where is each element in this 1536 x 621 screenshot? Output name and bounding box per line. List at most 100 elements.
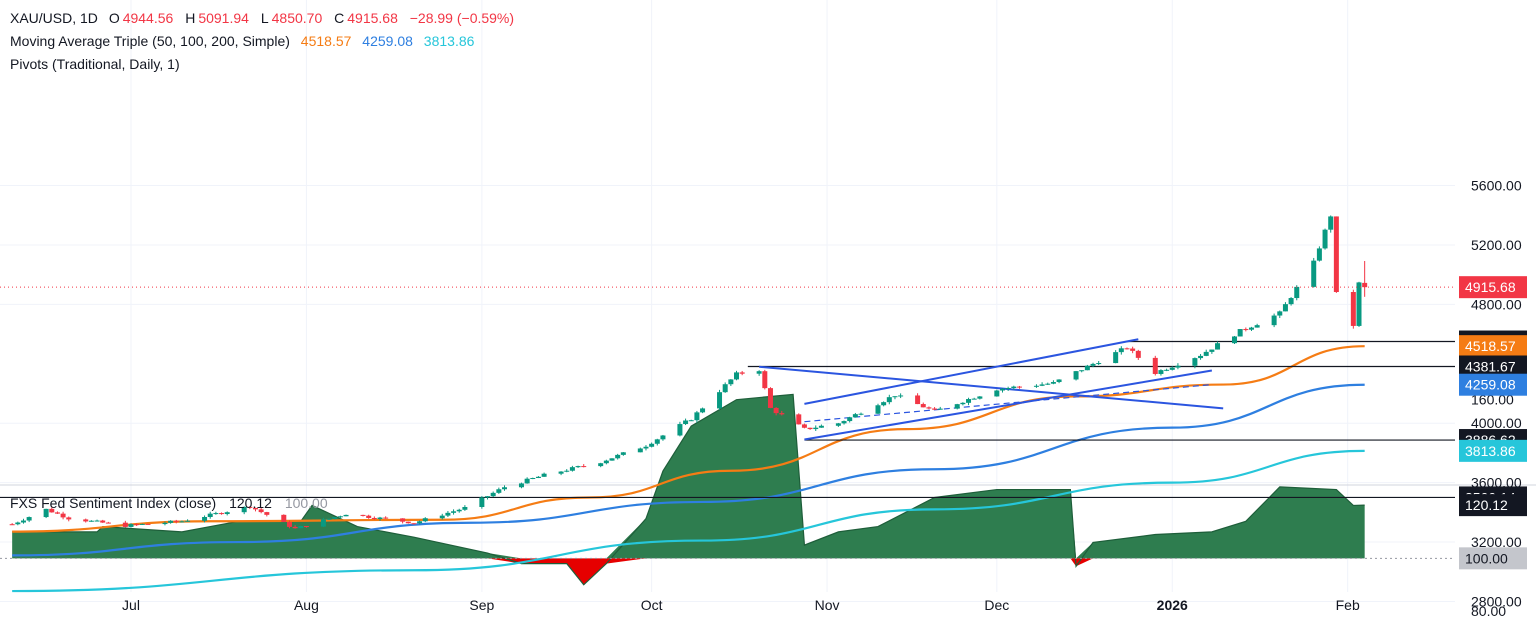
price-label-box xyxy=(1459,355,1527,378)
candle-body xyxy=(954,404,960,409)
candle-body xyxy=(298,526,304,529)
candle-body xyxy=(1113,352,1119,364)
candle-body xyxy=(677,424,683,436)
candle-body xyxy=(9,524,15,526)
candle-body xyxy=(892,396,898,398)
candle-body xyxy=(801,424,807,428)
candle-body xyxy=(569,467,575,471)
legend-symbol-row: XAU/USD, 1D O 4944.56 H 5091.94 L 4850.70 C… xyxy=(10,10,517,26)
candle-body xyxy=(835,423,841,426)
ma-line-ma50 xyxy=(12,345,1365,533)
candles xyxy=(9,215,1368,529)
candle-body xyxy=(1056,379,1062,383)
candle-body xyxy=(637,448,643,453)
price-label-text: 4381.67 xyxy=(1465,359,1516,375)
time-tick-label: Dec xyxy=(984,597,1009,613)
pivots-label: Pivots (Traditional, Daily, 1) xyxy=(10,56,180,72)
candle-body xyxy=(286,521,292,527)
sentiment-line xyxy=(12,393,1365,586)
price-tick-label: 4000.00 xyxy=(1471,415,1522,431)
open-label: O xyxy=(108,10,120,26)
ma-line-ma100 xyxy=(12,383,1365,557)
candle-body xyxy=(977,396,983,399)
candle-body xyxy=(813,427,819,430)
candle-body xyxy=(1237,329,1243,337)
candle-body xyxy=(162,522,168,525)
candle-body xyxy=(615,454,621,459)
trendline xyxy=(759,365,1224,410)
candle-body xyxy=(94,520,100,522)
candle-body xyxy=(1158,370,1164,374)
candle-body xyxy=(247,506,253,508)
close-label: C xyxy=(334,10,345,26)
candle-body xyxy=(360,514,366,516)
candle-body xyxy=(337,516,343,518)
change-value: −28.99 (−0.59%) xyxy=(409,10,515,26)
candle-body xyxy=(241,506,247,513)
candle-body xyxy=(915,395,921,405)
candle-body xyxy=(43,508,49,518)
candle-body xyxy=(796,414,802,425)
candle-body xyxy=(852,414,858,418)
candle-body xyxy=(898,395,904,397)
candle-body xyxy=(292,526,298,529)
trendline xyxy=(804,369,1213,441)
time-tick-label: Sep xyxy=(469,597,494,613)
price-label-box xyxy=(1459,335,1527,358)
legend-ma-row: Moving Average Triple (50, 100, 200, Sim… xyxy=(10,33,477,49)
candle-body xyxy=(1356,282,1362,326)
candle-body xyxy=(960,402,966,405)
candle-body xyxy=(179,521,185,523)
price-label-box xyxy=(1459,276,1527,299)
price-label-text: 4518.57 xyxy=(1465,338,1516,354)
candle-body xyxy=(1215,343,1221,350)
candle-body xyxy=(558,471,564,474)
candle-body xyxy=(1203,351,1209,356)
candle-body xyxy=(252,507,258,510)
candle-body xyxy=(1333,216,1339,293)
candle-body xyxy=(1050,382,1056,384)
candle-body xyxy=(932,408,938,410)
candle-body xyxy=(1135,350,1141,358)
sentiment-tick-label: 80.00 xyxy=(1471,603,1506,619)
pivot-lines xyxy=(0,340,1455,499)
candle-body xyxy=(168,520,174,523)
candle-body xyxy=(841,421,847,424)
moving-averages xyxy=(12,345,1365,593)
candle-body xyxy=(581,466,587,468)
sentiment-label-box xyxy=(1459,494,1527,517)
candle-body xyxy=(54,512,60,514)
candle-body xyxy=(83,519,89,522)
candle-body xyxy=(700,408,706,413)
close-value: 4915.68 xyxy=(347,10,398,26)
open-value: 4944.56 xyxy=(122,10,174,26)
legend-sentiment-row: FXS Fed Sentiment Index (close) 120.12 1… xyxy=(10,495,331,511)
candle-body xyxy=(185,520,191,522)
candle-body xyxy=(858,413,864,415)
sentiment-label-text: 120.12 xyxy=(1465,497,1508,513)
candle-body xyxy=(694,412,700,421)
candle-body xyxy=(26,517,32,521)
candle-body xyxy=(1316,248,1322,261)
candle-body xyxy=(971,398,977,400)
sentiment-baseline: 100.00 xyxy=(284,495,328,511)
candle-body xyxy=(518,483,524,488)
price-label-text: 3813.86 xyxy=(1465,443,1516,459)
candle-body xyxy=(66,517,72,520)
candle-body xyxy=(1271,315,1277,326)
candle-body xyxy=(105,522,111,524)
candle-body xyxy=(258,509,264,513)
candle-body xyxy=(1118,348,1124,353)
candle-body xyxy=(1311,260,1317,287)
candle-body xyxy=(1033,385,1039,387)
price-tick-label: 2800.00 xyxy=(1471,593,1522,609)
ma200-value: 3813.86 xyxy=(423,33,475,49)
candle-body xyxy=(1288,298,1294,305)
price-label-box xyxy=(1459,373,1527,396)
sentiment-positive-area xyxy=(12,394,1365,559)
candle-body xyxy=(332,517,338,519)
candle-body xyxy=(620,452,626,455)
candle-body xyxy=(654,439,660,444)
